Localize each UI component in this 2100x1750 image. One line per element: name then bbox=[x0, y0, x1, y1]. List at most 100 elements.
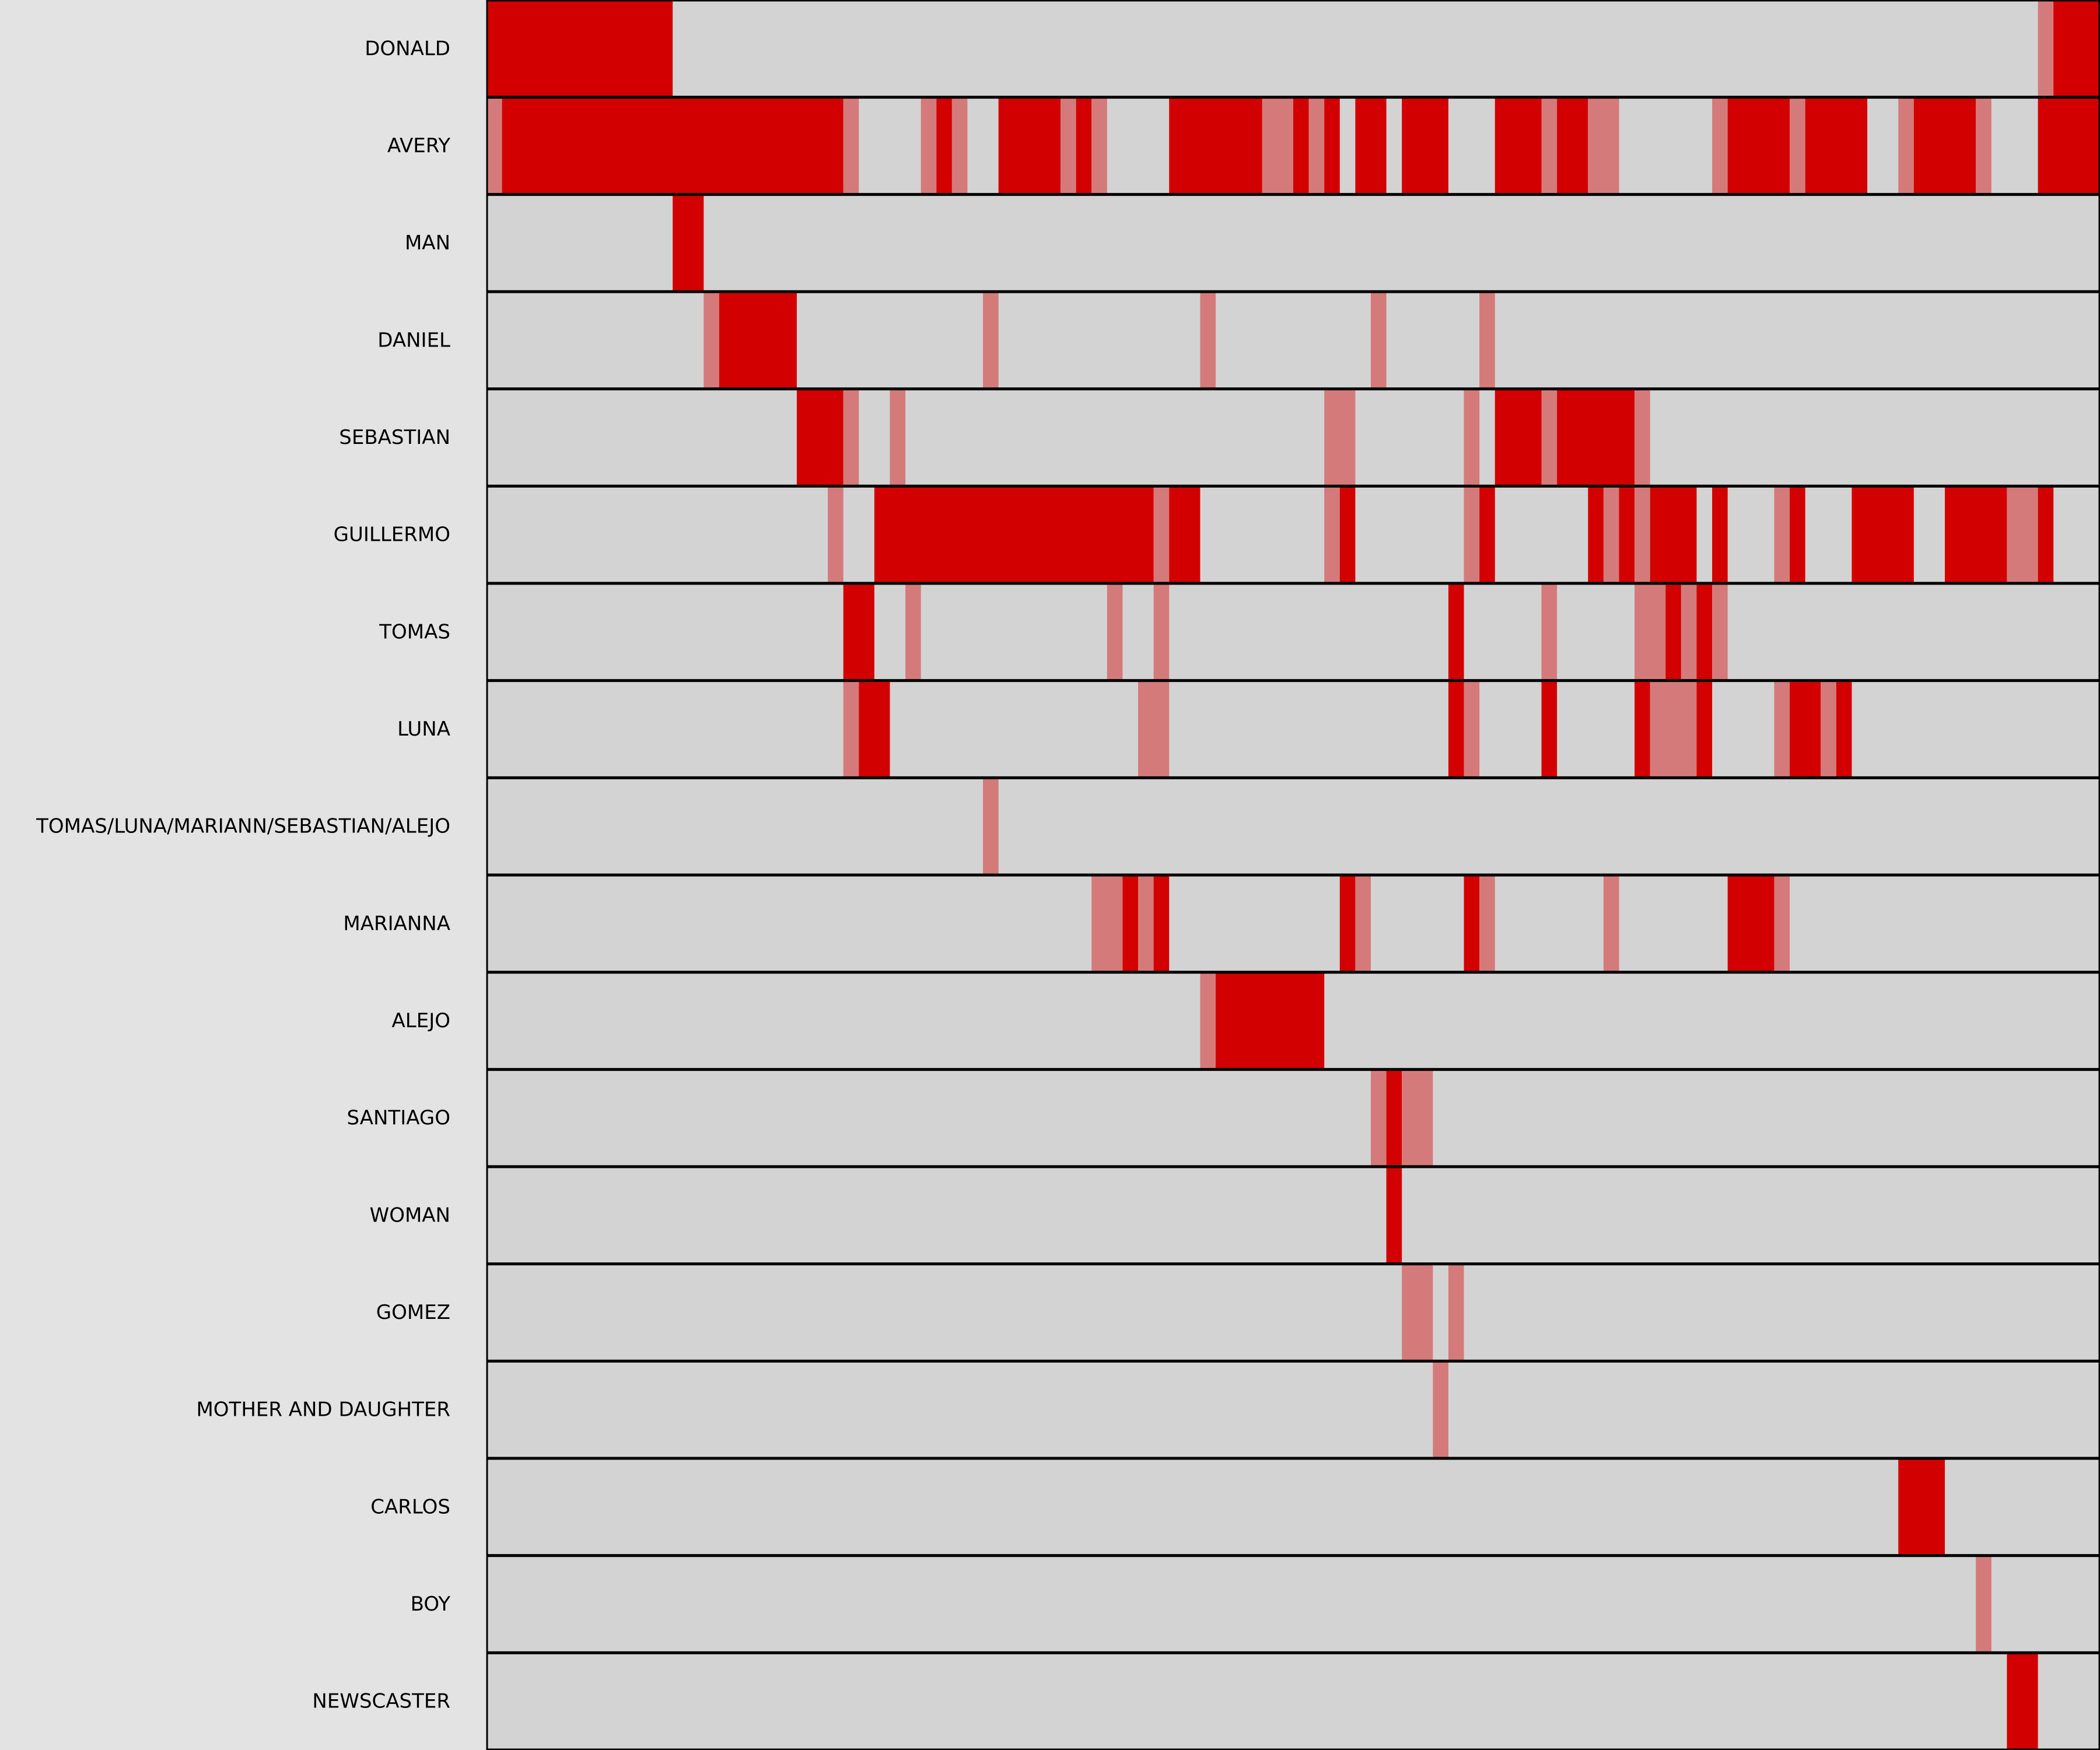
row-label: ALEJO bbox=[392, 1009, 450, 1032]
segment-weak bbox=[1541, 97, 1558, 195]
segment-strong bbox=[1386, 1069, 1402, 1167]
segment-weak bbox=[1588, 97, 1619, 195]
segment-weak bbox=[1464, 486, 1480, 583]
row-label: DONALD bbox=[365, 37, 450, 60]
segment-strong bbox=[1494, 388, 1542, 487]
segment-strong bbox=[1836, 680, 1852, 778]
segment-strong bbox=[1169, 97, 1262, 195]
segment-strong bbox=[1696, 680, 1713, 778]
segment-weak bbox=[1402, 1264, 1433, 1362]
row-border bbox=[486, 777, 2100, 876]
segment-weak bbox=[2007, 486, 2038, 583]
row-border bbox=[486, 1069, 2100, 1167]
row-tomas: TOMAS bbox=[379, 583, 2100, 681]
segment-strong bbox=[487, 0, 673, 97]
row-newscaster: NEWSCASTER bbox=[312, 1652, 2100, 1750]
segment-weak bbox=[951, 97, 968, 195]
segment-weak bbox=[1324, 486, 1340, 583]
segment-strong bbox=[1588, 486, 1604, 583]
segment-weak bbox=[1308, 97, 1325, 195]
segment-strong bbox=[2007, 1653, 2038, 1750]
row-label: MAN bbox=[405, 232, 450, 255]
segment-weak bbox=[1464, 680, 1480, 778]
row-track bbox=[487, 1167, 2100, 1264]
segment-weak bbox=[1479, 875, 1495, 972]
segment-strong bbox=[1541, 680, 1558, 778]
segment-strong bbox=[1293, 97, 1309, 195]
segment-weak bbox=[1200, 972, 1216, 1070]
row-woman: WOMAN bbox=[370, 1166, 2100, 1265]
row-label: TOMAS/LUNA/MARIANN/SEBASTIAN/ALEJO bbox=[36, 815, 450, 838]
segment-weak bbox=[1479, 292, 1495, 389]
row-gomez: GOMEZ bbox=[376, 1264, 2100, 1362]
segment-strong bbox=[1665, 583, 1681, 681]
row-label: NEWSCASTER bbox=[312, 1690, 450, 1713]
segment-strong bbox=[1153, 875, 1170, 972]
segment-weak bbox=[1634, 486, 1650, 583]
row-santiago: SANTIAGO bbox=[347, 1069, 2100, 1167]
segment-strong bbox=[2038, 486, 2054, 583]
segment-strong bbox=[843, 583, 874, 681]
segment-weak bbox=[704, 292, 719, 389]
row-border bbox=[486, 1458, 2100, 1556]
segment-weak bbox=[1712, 583, 1728, 681]
segment-strong bbox=[874, 486, 1154, 583]
segment-strong bbox=[1712, 486, 1728, 583]
row-avery: AVERY bbox=[387, 97, 2100, 195]
segment-weak bbox=[1355, 875, 1371, 972]
row-label: DANIEL bbox=[377, 328, 450, 352]
segment-strong bbox=[1448, 680, 1464, 778]
row-border bbox=[486, 194, 2100, 292]
row-border bbox=[486, 291, 2100, 390]
character-rows: DONALD AVERY MAN DANIEL SEBASTIAN GUILLERMO TO… bbox=[36, 0, 2100, 1750]
segment-weak bbox=[1370, 1069, 1387, 1167]
row-border bbox=[486, 0, 2100, 98]
segment-weak bbox=[1898, 97, 1914, 195]
segment-weak bbox=[2038, 0, 2054, 97]
segment-weak bbox=[890, 388, 906, 487]
segment-weak bbox=[1774, 680, 1790, 778]
row-label: LUNA bbox=[397, 718, 450, 741]
segment-strong bbox=[673, 194, 704, 292]
segment-strong bbox=[502, 97, 844, 195]
row-track bbox=[487, 680, 2100, 778]
segment-strong bbox=[1386, 1167, 1402, 1264]
segment-weak bbox=[905, 583, 921, 681]
segment-strong bbox=[1402, 97, 1448, 195]
segment-weak bbox=[1650, 680, 1697, 778]
segment-strong bbox=[1339, 486, 1356, 583]
row-track bbox=[487, 1555, 2100, 1653]
segment-weak bbox=[1712, 97, 1728, 195]
segment-weak bbox=[843, 388, 859, 487]
segment-strong bbox=[2038, 97, 2100, 195]
segment-weak bbox=[1976, 97, 1992, 195]
row-label: GOMEZ bbox=[376, 1301, 450, 1324]
row-border bbox=[486, 1264, 2100, 1362]
segment-strong bbox=[936, 97, 952, 195]
segment-weak bbox=[1774, 875, 1790, 972]
row-label: MOTHER AND DAUGHTER bbox=[196, 1398, 450, 1422]
segment-strong bbox=[1898, 1458, 1945, 1556]
segment-weak bbox=[1634, 388, 1650, 487]
row-luna: LUNA bbox=[397, 680, 2100, 778]
segment-weak bbox=[1541, 583, 1558, 681]
segment-strong bbox=[719, 292, 797, 389]
row-border bbox=[486, 485, 2100, 584]
segment-strong bbox=[1650, 486, 1697, 583]
segment-strong bbox=[1216, 972, 1325, 1070]
segment-weak bbox=[1370, 292, 1387, 389]
segment-weak bbox=[828, 486, 844, 583]
row-track bbox=[487, 875, 2100, 972]
segment-strong bbox=[1634, 680, 1650, 778]
segment-weak bbox=[843, 680, 859, 778]
row-label: SANTIAGO bbox=[347, 1107, 450, 1130]
segment-weak bbox=[1976, 1555, 1992, 1653]
segment-weak bbox=[487, 97, 502, 195]
segment-strong bbox=[1355, 97, 1387, 195]
segment-strong bbox=[1557, 388, 1635, 487]
row-carlos: CARLOS bbox=[370, 1458, 2100, 1556]
row-border bbox=[486, 680, 2100, 778]
segment-strong bbox=[1464, 875, 1480, 972]
segment-weak bbox=[1681, 583, 1697, 681]
